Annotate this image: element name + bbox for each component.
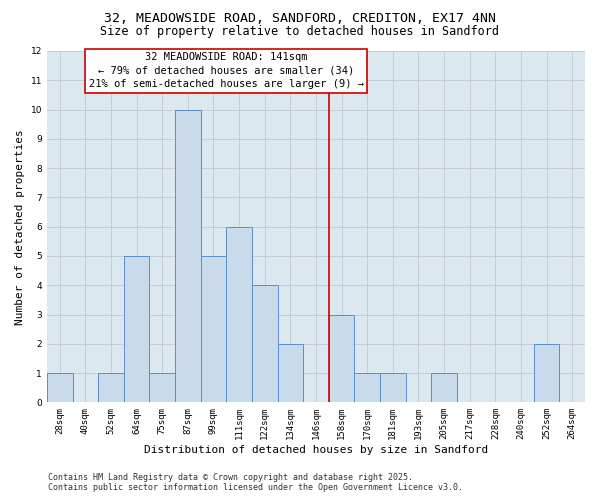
Bar bbox=[98, 373, 124, 402]
Bar bbox=[200, 256, 226, 402]
Text: 32 MEADOWSIDE ROAD: 141sqm
← 79% of detached houses are smaller (34)
21% of semi: 32 MEADOWSIDE ROAD: 141sqm ← 79% of deta… bbox=[89, 52, 364, 89]
Y-axis label: Number of detached properties: Number of detached properties bbox=[15, 129, 25, 324]
Text: Size of property relative to detached houses in Sandford: Size of property relative to detached ho… bbox=[101, 25, 499, 38]
Bar bbox=[252, 285, 278, 403]
Bar bbox=[278, 344, 303, 403]
Bar bbox=[149, 373, 175, 402]
Bar bbox=[380, 373, 406, 402]
Bar bbox=[175, 110, 200, 403]
Bar bbox=[124, 256, 149, 402]
Bar bbox=[47, 373, 73, 402]
Bar bbox=[534, 344, 559, 403]
Bar bbox=[226, 226, 252, 402]
Bar bbox=[431, 373, 457, 402]
Text: Contains HM Land Registry data © Crown copyright and database right 2025.
Contai: Contains HM Land Registry data © Crown c… bbox=[48, 473, 463, 492]
X-axis label: Distribution of detached houses by size in Sandford: Distribution of detached houses by size … bbox=[144, 445, 488, 455]
Text: 32, MEADOWSIDE ROAD, SANDFORD, CREDITON, EX17 4NN: 32, MEADOWSIDE ROAD, SANDFORD, CREDITON,… bbox=[104, 12, 496, 26]
Bar bbox=[355, 373, 380, 402]
Bar bbox=[329, 314, 355, 402]
